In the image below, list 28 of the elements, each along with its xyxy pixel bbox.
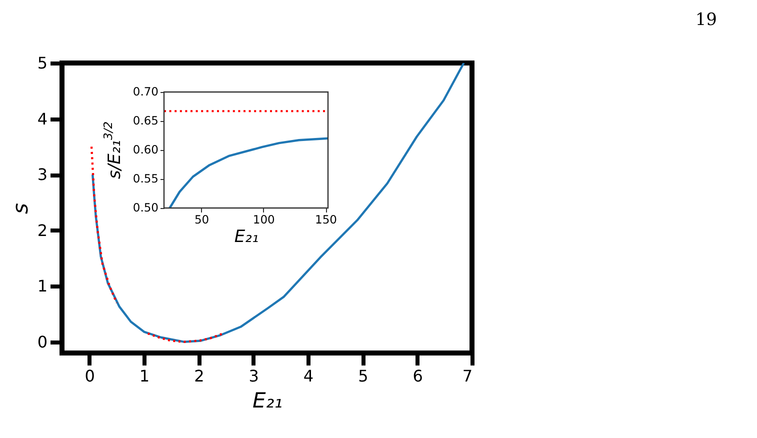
y-axis-title: s/E₂₁3/2: [101, 121, 125, 179]
line-series: [92, 63, 465, 343]
x-tick-label: 5: [358, 366, 368, 386]
y-tick-label: 3: [37, 165, 48, 184]
x-tick-label: 7: [462, 366, 472, 386]
y-tick-label: 0: [37, 332, 48, 352]
y-tick-label: 0.50: [132, 200, 158, 214]
x-tick-label: 0: [84, 366, 95, 386]
x-tick-label: 2: [194, 366, 204, 386]
x-tick-label: 100: [252, 212, 275, 226]
x-axis-title: E₂₁: [252, 388, 283, 412]
x-axis-title: E₂₁: [234, 227, 259, 247]
y-tick-label: 0.55: [132, 172, 158, 186]
y-axis-title: s: [8, 202, 32, 214]
x-tick-label: 4: [303, 366, 314, 386]
x-tick-label: 50: [194, 212, 210, 226]
y-tick-label: 1: [37, 276, 48, 296]
text: 19: [695, 10, 717, 30]
x-tick-label: 150: [315, 212, 337, 226]
y-tick-label: 0.60: [132, 142, 158, 156]
y-tick-label: 0.65: [132, 114, 158, 128]
line-series: [146, 332, 224, 343]
y-tick-label: 0.70: [132, 84, 158, 98]
x-tick-label: 6: [412, 366, 423, 386]
line-series: [168, 137, 330, 210]
y-tick-label: 4: [37, 109, 48, 128]
x-tick-label: 3: [248, 366, 259, 386]
y-tick-label: 5: [37, 54, 48, 72]
